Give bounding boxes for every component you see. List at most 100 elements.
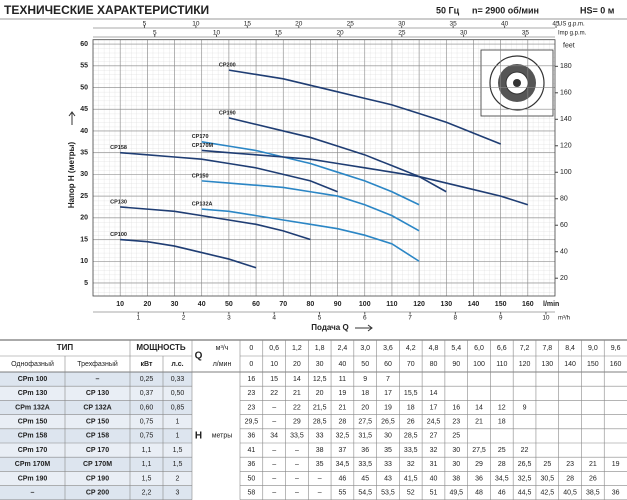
y2-tick-label: 160: [560, 90, 572, 97]
curve: [228, 69, 501, 145]
table-text: 28,5: [313, 419, 327, 426]
table-text: 20: [316, 390, 324, 397]
table-text: 18: [361, 390, 369, 397]
table-text: 23: [452, 419, 460, 426]
table-text: –: [318, 490, 322, 497]
table-text: 36: [612, 490, 620, 497]
table-text: 0,37: [140, 390, 154, 397]
axis-tick-label: 9: [499, 315, 503, 322]
table-text: 2,2: [142, 490, 152, 497]
curve: [201, 140, 420, 206]
table-text: 130: [541, 361, 553, 368]
y-tick-label: 55: [80, 63, 88, 70]
y-tick-label: 10: [80, 258, 88, 265]
table-text: 22: [270, 390, 278, 397]
axis-tick-label: 20: [295, 21, 303, 28]
table-text: 24,5: [427, 419, 441, 426]
table-text: 50: [247, 475, 255, 482]
x-tick-label: 50: [225, 301, 233, 308]
table-text: –: [31, 490, 35, 497]
curve: [120, 238, 257, 269]
table-text: 3,0: [360, 345, 370, 352]
y-tick-label: 60: [80, 41, 88, 48]
y-tick-label: 40: [80, 128, 88, 135]
axis-tick-label: 5: [143, 21, 147, 28]
y2-tick-label: 120: [560, 143, 572, 150]
table-text: 31: [430, 461, 438, 468]
y2-tick-label: 140: [560, 116, 572, 123]
table-text: 23: [566, 461, 574, 468]
table-text: 10: [270, 361, 278, 368]
curve-label: CP130: [110, 199, 127, 205]
table-text: 0: [249, 361, 253, 368]
table-text: 0,33: [171, 376, 185, 383]
table-text: –: [295, 461, 299, 468]
y-axis-label: Напор H (метры): [67, 142, 76, 209]
table-text: 55: [339, 490, 347, 497]
table-text: 150: [587, 361, 599, 368]
table-text: 22: [521, 447, 529, 454]
type-cell-bg: [0, 471, 192, 486]
curve: [201, 180, 420, 232]
axis-tick-label: 4: [272, 315, 276, 322]
table-text: 22: [293, 404, 301, 411]
table-text: –: [295, 490, 299, 497]
curve-label: CP170M: [192, 143, 214, 149]
table-text: 14: [430, 390, 438, 397]
table-text: л.с.: [171, 361, 183, 368]
type-cell-bg: [0, 443, 192, 458]
y2-tick-label: 80: [560, 196, 568, 203]
table-text: 51: [430, 490, 438, 497]
curve: [201, 149, 529, 206]
table-text: 33,5: [358, 461, 372, 468]
table-text: 0,60: [140, 404, 154, 411]
table-text: 37: [339, 447, 347, 454]
table-text: 40: [430, 475, 438, 482]
table-text: 60: [384, 361, 392, 368]
table-text: 49,5: [449, 490, 463, 497]
table-text: 100: [473, 361, 485, 368]
table-text: 46: [339, 475, 347, 482]
table-text: 12: [498, 404, 506, 411]
table-text: –: [272, 490, 276, 497]
y2-tick-label: 60: [560, 222, 568, 229]
table-text: 52: [407, 490, 415, 497]
axis-tick-label: 30: [460, 30, 468, 37]
table-text: 33: [316, 433, 324, 440]
table-text: 6,6: [497, 345, 507, 352]
axis-tick-label: 3: [227, 315, 231, 322]
table-text: H: [195, 431, 202, 442]
table-text: 29: [475, 461, 483, 468]
table-text: 30: [452, 447, 460, 454]
axis-tick-label: 15: [275, 30, 283, 37]
table-text: CP 132A: [83, 404, 111, 411]
x-tick-label: 10: [116, 301, 124, 308]
table-text: 33: [384, 461, 392, 468]
table-text: 20: [361, 404, 369, 411]
table-text: 7: [386, 376, 390, 383]
table-text: метры: [212, 433, 233, 440]
x-tick-label: 70: [279, 301, 287, 308]
table-text: 0,75: [140, 433, 154, 440]
table-text: м³/ч: [216, 345, 229, 352]
axis-tick-label: 8: [454, 315, 458, 322]
x-unit: l/min: [543, 301, 559, 308]
title: ТЕХНИЧЕСКИЕ ХАРАКТЕРИСТИКИ: [4, 3, 209, 17]
table-text: CP 170: [86, 447, 109, 454]
x-tick-label: 120: [413, 301, 425, 308]
x-tick-label: 160: [522, 301, 534, 308]
table-text: –: [318, 475, 322, 482]
table-text: 42,5: [541, 490, 555, 497]
x-tick-label: 60: [252, 301, 260, 308]
table-text: 54,5: [358, 490, 372, 497]
table-text: 32,5: [518, 475, 532, 482]
table-text: 36: [247, 433, 255, 440]
table-text: 31,5: [358, 433, 372, 440]
curve-label: CP132A: [192, 202, 213, 208]
axis-tick-label: 35: [522, 30, 530, 37]
table-text: 28: [498, 461, 506, 468]
table-text: 40,5: [563, 490, 577, 497]
table-text: 25: [543, 461, 551, 468]
curve: [228, 117, 447, 193]
table-text: –: [295, 447, 299, 454]
